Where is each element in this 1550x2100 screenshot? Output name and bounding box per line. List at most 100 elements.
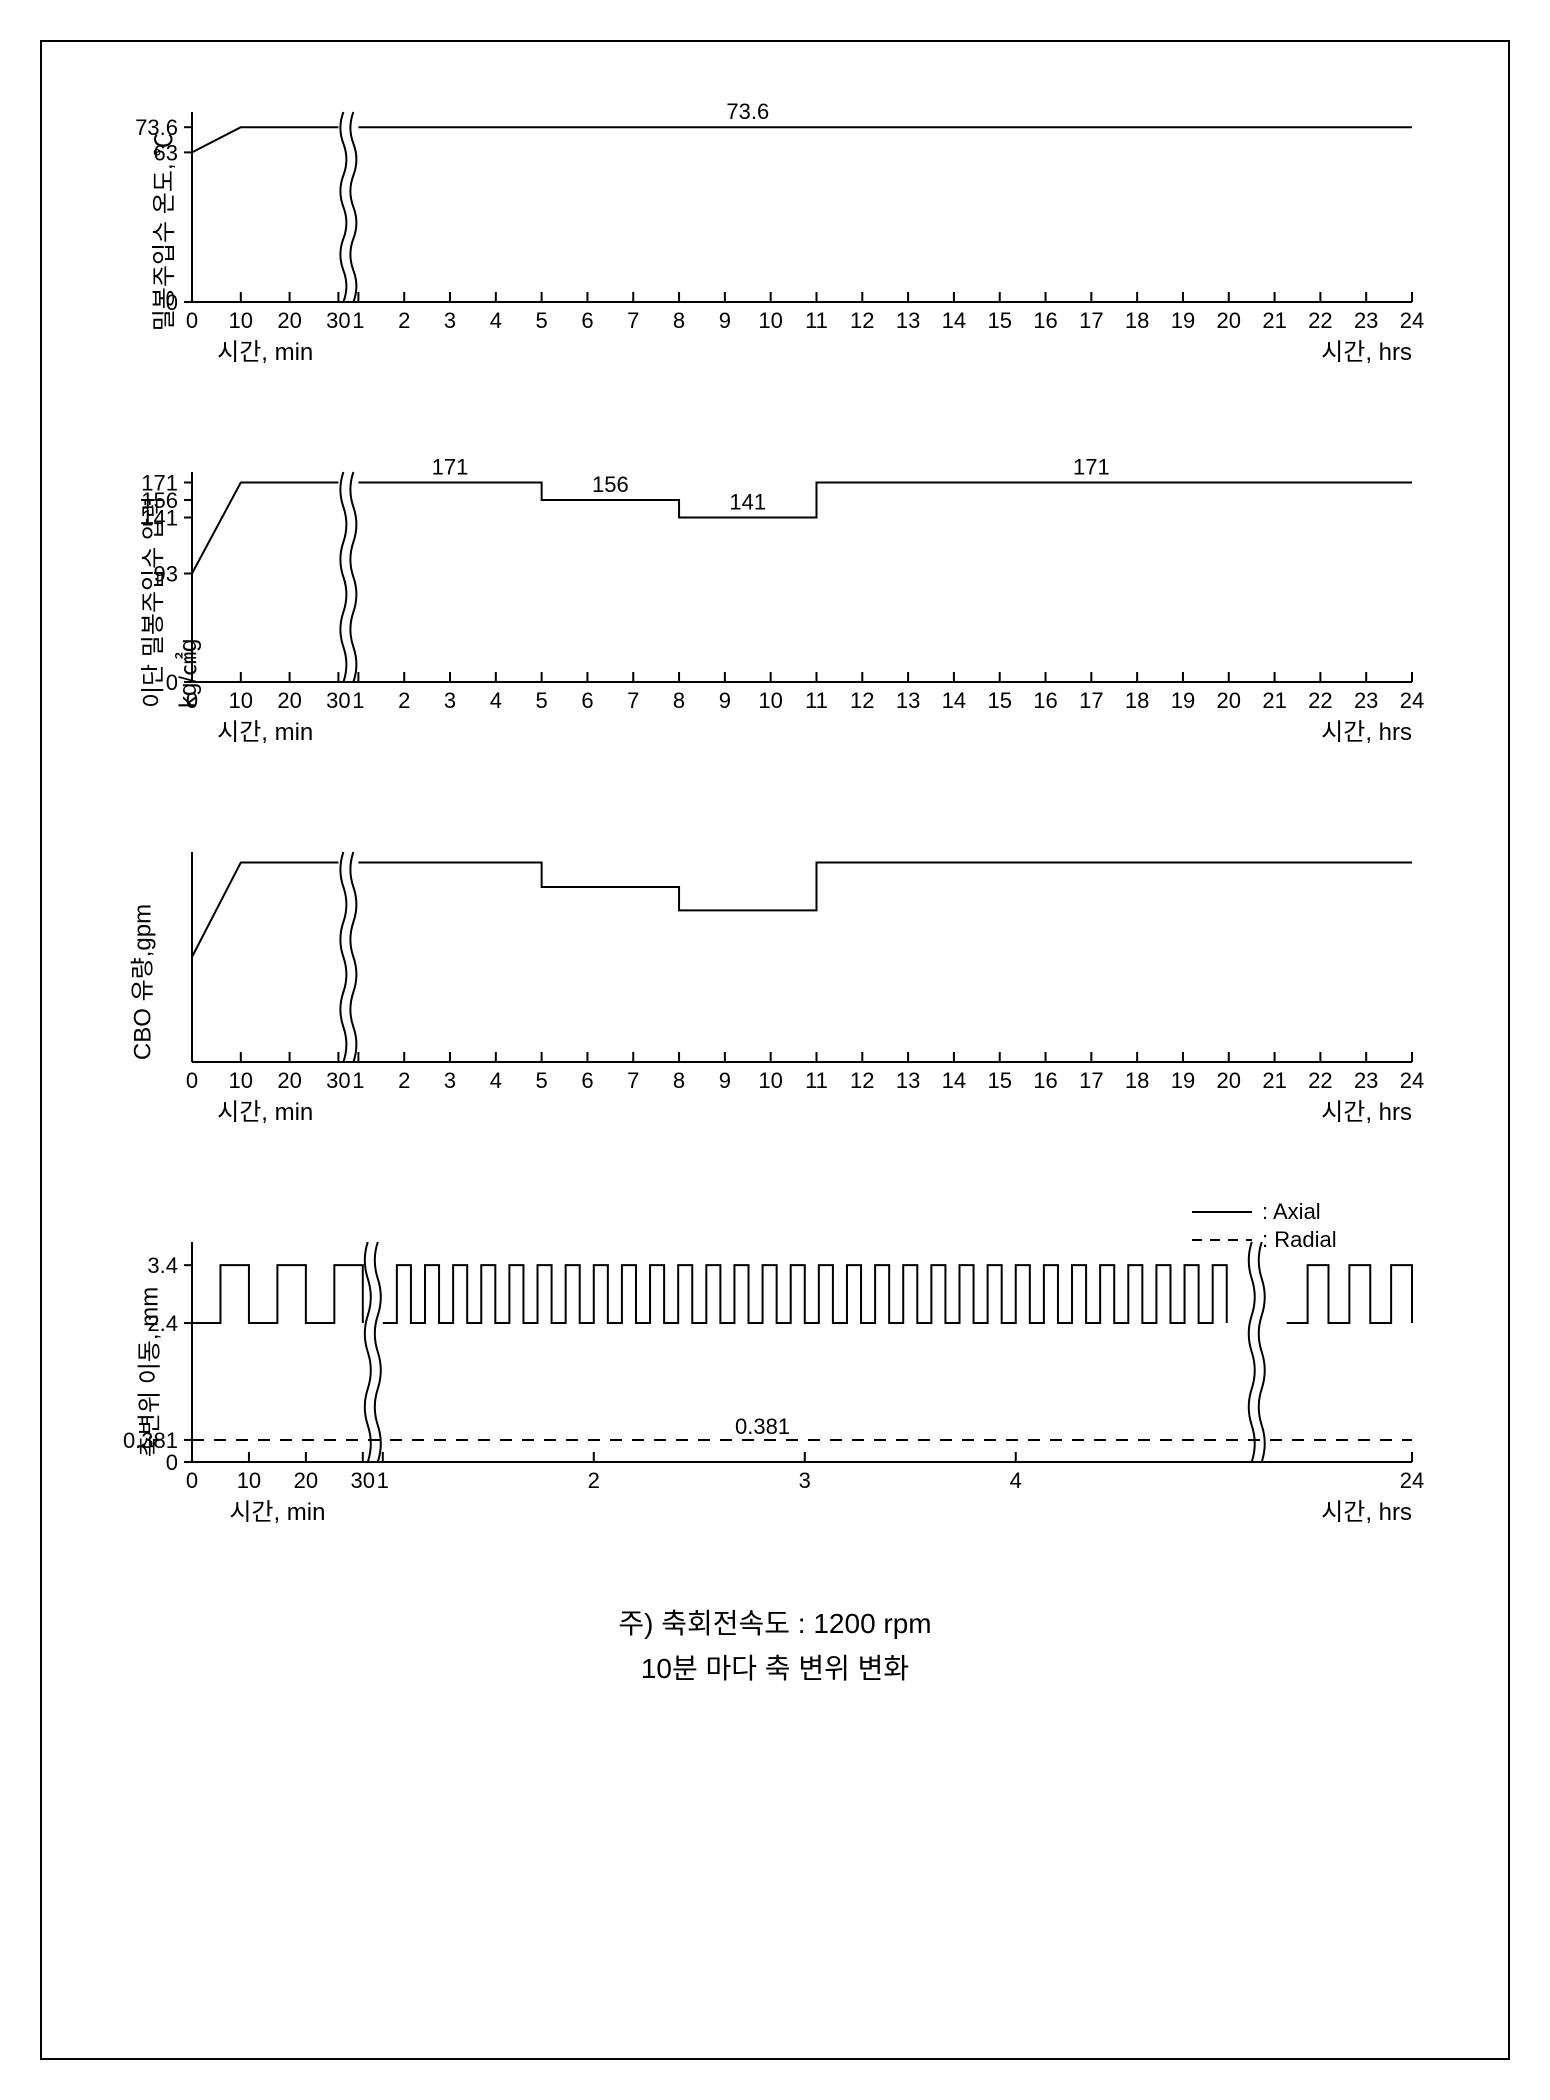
svg-text:11: 11 [805,308,828,333]
svg-text:시간, min: 시간, min [217,1099,313,1126]
svg-text:15: 15 [987,308,1011,333]
svg-text:14: 14 [942,1068,966,1093]
chart3-ylabel: CBO 유량,gpm [123,904,158,1060]
svg-text:20: 20 [1217,688,1241,713]
svg-text:30: 30 [326,688,350,713]
svg-text:4: 4 [490,688,502,713]
svg-text:1: 1 [377,1468,389,1493]
svg-text:30: 30 [326,1068,350,1093]
svg-text:7: 7 [627,308,639,333]
svg-text:3: 3 [444,688,456,713]
svg-text:19: 19 [1171,1068,1195,1093]
chart1-ylabel: 밀봉주입수 온도, ℃ [144,133,179,332]
svg-text:18: 18 [1125,308,1149,333]
chart1-line [192,127,1412,152]
svg-text:24: 24 [1400,308,1424,333]
svg-text:0: 0 [166,1450,178,1475]
chart3-line [192,863,1412,958]
svg-text:16: 16 [1033,1068,1057,1093]
svg-text:3: 3 [444,308,456,333]
chart4-ylabel: 축변위 이동, mm [130,1287,165,1457]
svg-text:3: 3 [444,1068,456,1093]
svg-text:171: 171 [1073,455,1110,480]
svg-text:3.4: 3.4 [147,1253,178,1278]
svg-text:6: 6 [581,1068,593,1093]
svg-text:시간, hrs: 시간, hrs [1321,1499,1412,1526]
svg-text:17: 17 [1079,1068,1103,1093]
svg-text:3: 3 [799,1468,811,1493]
chart2: 0931411561710102030123456789101112131415… [72,442,1432,762]
chart2-ylabel: 이단 밀봉주입수 압력 kg/㎠g [133,496,203,708]
svg-text:11: 11 [805,688,828,713]
svg-text:1: 1 [352,1068,364,1093]
svg-text:22: 22 [1308,1068,1332,1093]
svg-text:30: 30 [351,1468,375,1493]
svg-text:156: 156 [592,472,629,497]
svg-text:1: 1 [352,308,364,333]
svg-text:시간, hrs: 시간, hrs [1321,1099,1412,1126]
svg-text:20: 20 [277,1068,301,1093]
svg-text:4: 4 [1010,1468,1022,1493]
page: 밀봉주입수 온도, ℃06373.60102030123456789101112… [0,0,1550,2100]
svg-text:12: 12 [850,688,874,713]
svg-text:10: 10 [237,1468,261,1493]
svg-text:시간, min: 시간, min [217,339,313,366]
svg-text:10: 10 [758,688,782,713]
svg-text:13: 13 [896,688,920,713]
svg-text:6: 6 [581,308,593,333]
svg-text:8: 8 [673,688,685,713]
svg-text:6: 6 [581,688,593,713]
svg-text:9: 9 [719,1068,731,1093]
svg-text:12: 12 [850,1068,874,1093]
svg-text:14: 14 [942,308,966,333]
chart-frame: 밀봉주입수 온도, ℃06373.60102030123456789101112… [40,40,1510,2060]
svg-text:0: 0 [186,1068,198,1093]
svg-text:171: 171 [432,455,469,480]
charts-container: 밀봉주입수 온도, ℃06373.60102030123456789101112… [72,82,1478,1542]
chart4: 00.3812.43.40102030123424시간, min시간, hrs0… [72,1202,1432,1542]
svg-text:24: 24 [1400,1068,1424,1093]
svg-text:20: 20 [294,1468,318,1493]
svg-text:16: 16 [1033,308,1057,333]
svg-text:21: 21 [1262,1068,1286,1093]
svg-text:10: 10 [229,1068,253,1093]
svg-text:18: 18 [1125,688,1149,713]
svg-text:2: 2 [588,1468,600,1493]
svg-text:10: 10 [229,308,253,333]
svg-text:141: 141 [729,490,766,515]
svg-text:19: 19 [1171,688,1195,713]
svg-text:2: 2 [398,688,410,713]
svg-text:시간, min: 시간, min [217,719,313,746]
legend-solid-label: : Axial [1262,1202,1321,1224]
footnote-line2: 10분 마다 축 변위 변화 [72,1647,1478,1692]
svg-text:73.6: 73.6 [726,99,769,124]
footnote: 주) 축회전속도 : 1200 rpm 10분 마다 축 변위 변화 [72,1602,1478,1692]
svg-text:8: 8 [673,1068,685,1093]
svg-text:7: 7 [627,688,639,713]
svg-text:9: 9 [719,308,731,333]
svg-text:5: 5 [536,308,548,333]
svg-text:23: 23 [1354,1068,1378,1093]
svg-text:20: 20 [1217,1068,1241,1093]
svg-text:16: 16 [1033,688,1057,713]
chart4-wrap: 축변위 이동, mm00.3812.43.40102030123424시간, m… [72,1202,1478,1542]
svg-text:23: 23 [1354,688,1378,713]
svg-text:15: 15 [987,1068,1011,1093]
chart2-line [192,483,1412,574]
svg-text:0: 0 [186,308,198,333]
svg-text:11: 11 [805,1068,828,1093]
chart2-wrap: 이단 밀봉주입수 압력 kg/㎠g09314115617101020301234… [72,442,1478,762]
svg-text:10: 10 [758,1068,782,1093]
svg-text:12: 12 [850,308,874,333]
svg-text:17: 17 [1079,688,1103,713]
svg-text:30: 30 [326,308,350,333]
svg-text:시간, hrs: 시간, hrs [1321,719,1412,746]
svg-text:21: 21 [1262,688,1286,713]
chart1: 06373.6010203012345678910111213141516171… [72,82,1432,382]
svg-text:7: 7 [627,1068,639,1093]
svg-text:171: 171 [141,471,178,496]
svg-text:21: 21 [1262,308,1286,333]
svg-text:10: 10 [758,308,782,333]
svg-text:0.381: 0.381 [735,1414,790,1439]
svg-text:22: 22 [1308,688,1332,713]
